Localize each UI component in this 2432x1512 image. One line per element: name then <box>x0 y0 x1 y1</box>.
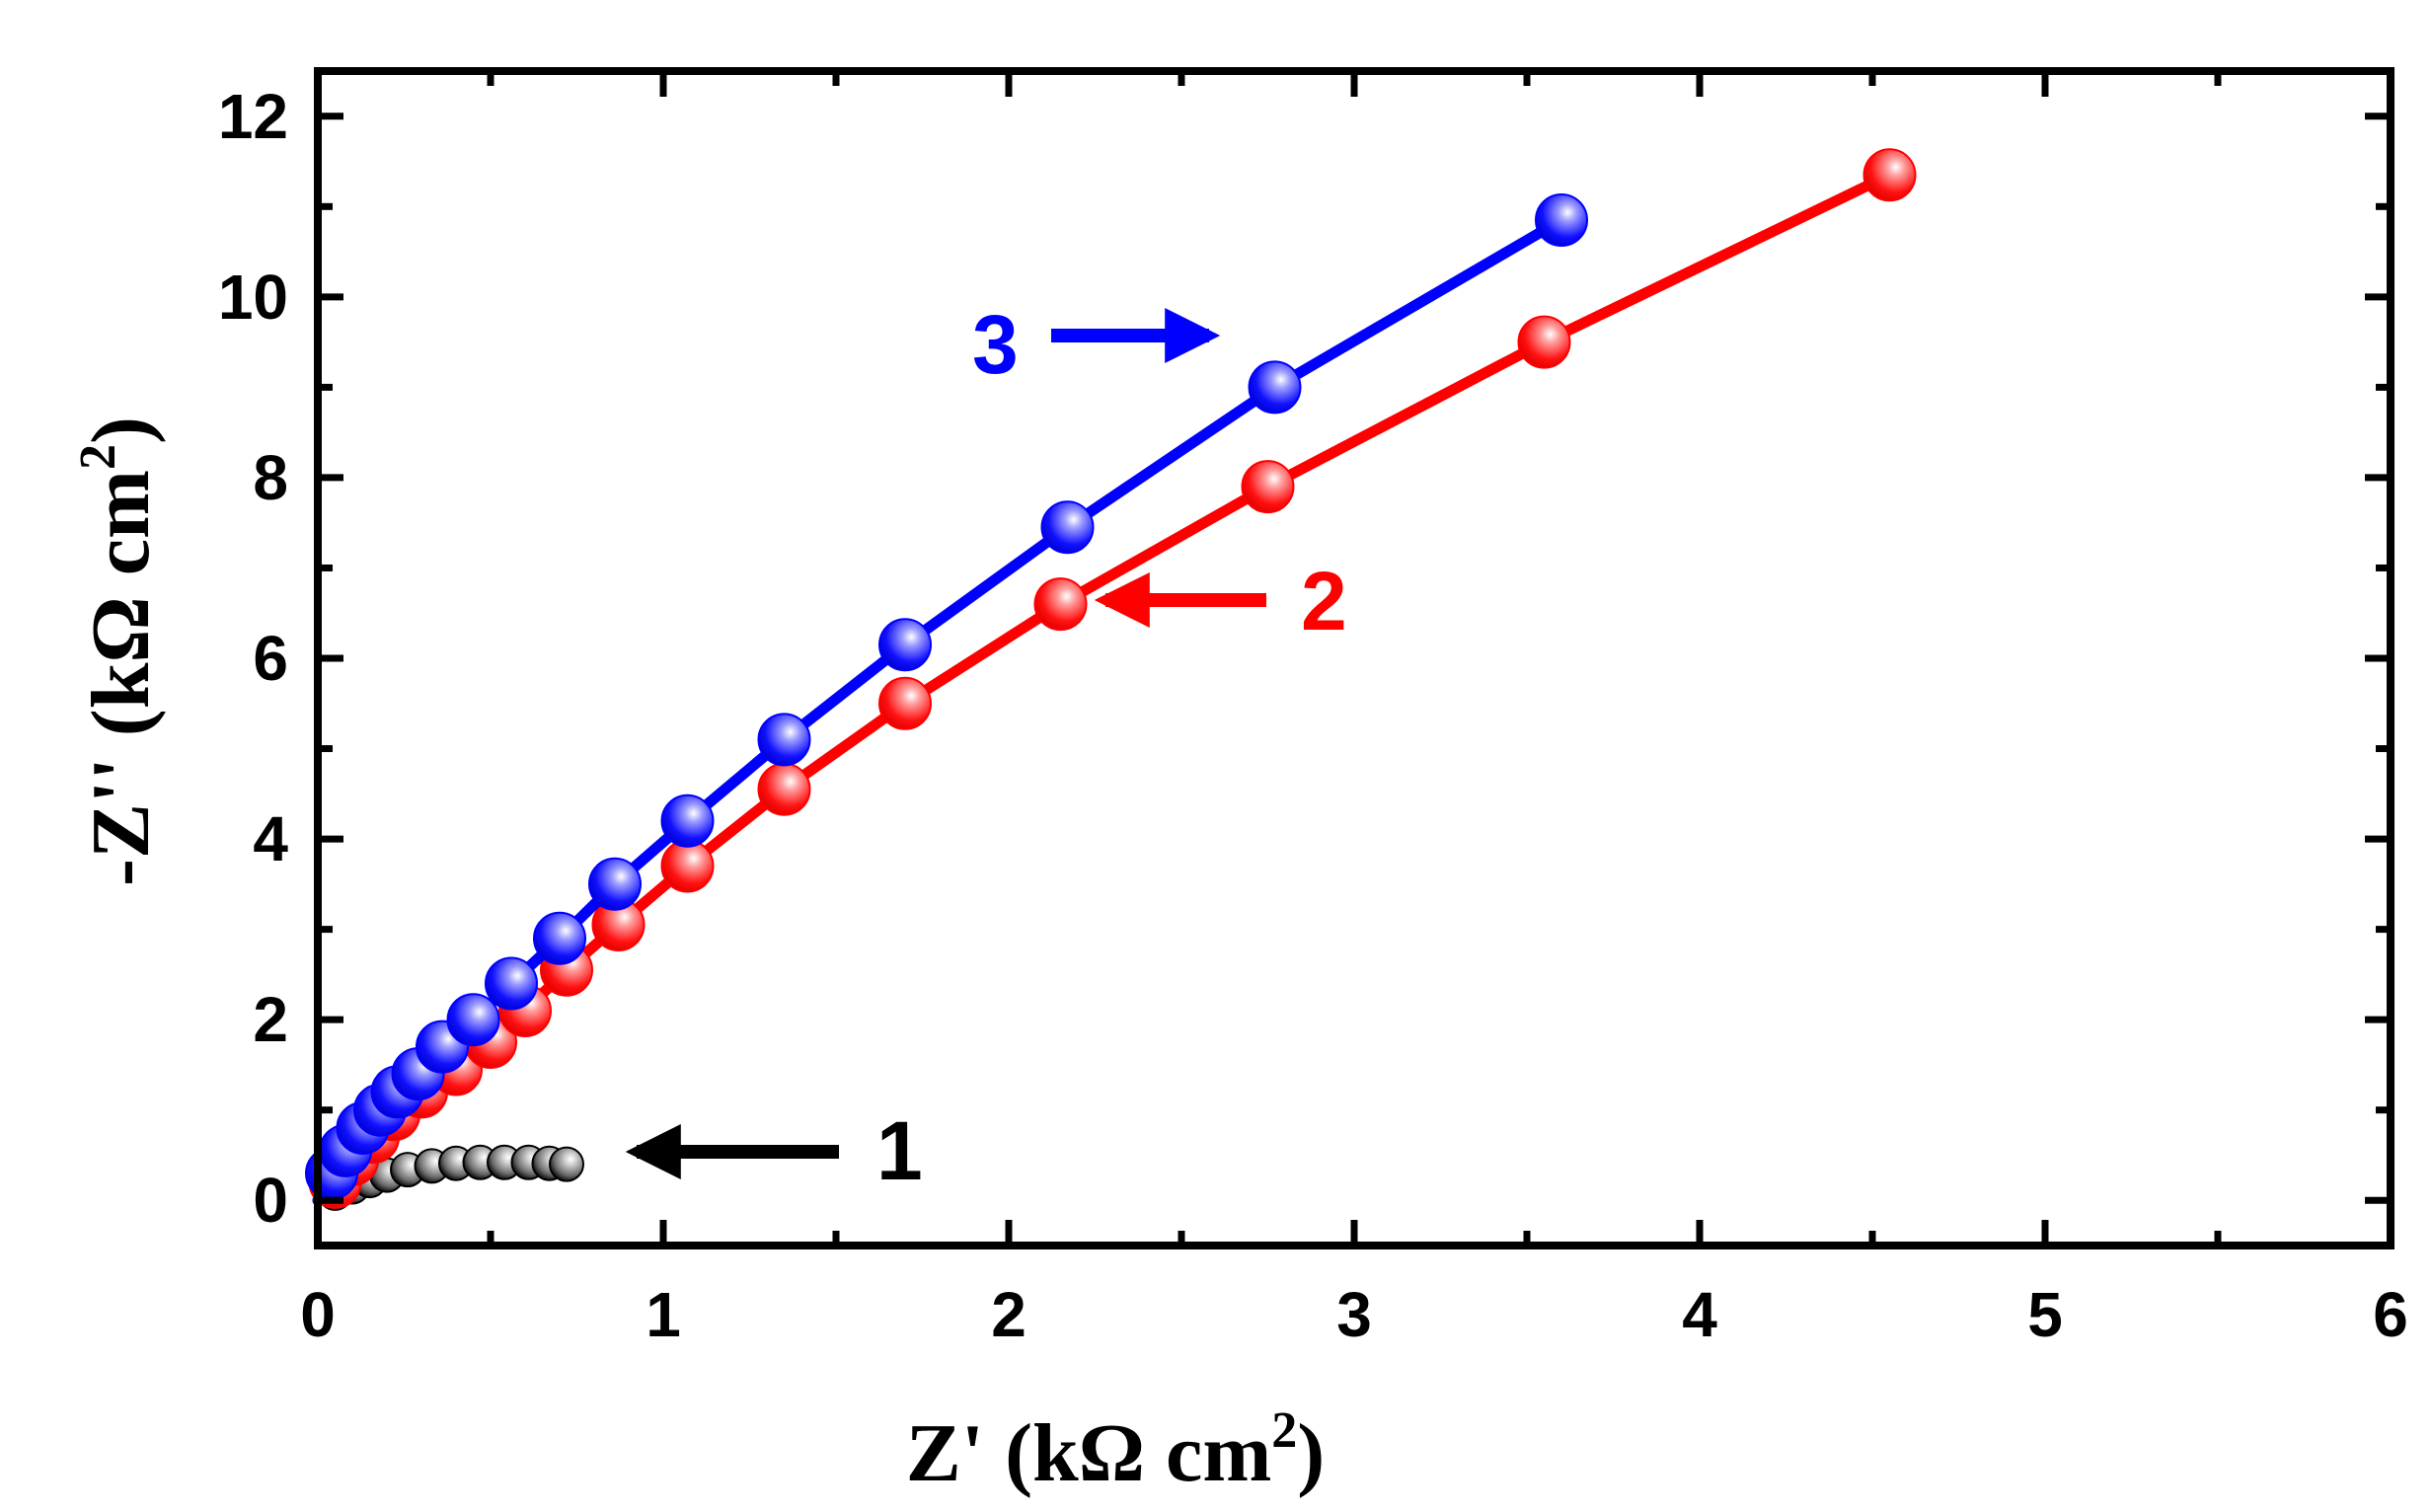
x-tick-label: 5 <box>2027 1279 2063 1350</box>
annotation-series-1: 1 <box>625 1104 923 1197</box>
data-point <box>485 956 538 1011</box>
data-point <box>757 713 811 767</box>
annotation-series-3: 3 <box>972 298 1221 391</box>
data-point <box>1535 193 1588 247</box>
plot-frame <box>314 67 2394 1249</box>
x-tick-label: 6 <box>2373 1279 2408 1350</box>
data-point <box>549 1146 584 1182</box>
x-tick-label: 0 <box>300 1279 336 1350</box>
series-2 <box>308 148 1917 1209</box>
y-tick-label: 0 <box>253 1165 288 1236</box>
annotation-label-3: 3 <box>972 298 1019 391</box>
data-point <box>660 794 715 848</box>
y-tick-label: 4 <box>253 803 288 874</box>
annotation-label-1: 1 <box>876 1104 923 1197</box>
x-tick-label: 2 <box>991 1279 1026 1350</box>
y-tick-label: 6 <box>253 623 288 694</box>
y-tick-label: 8 <box>253 442 288 513</box>
data-point <box>1241 460 1295 514</box>
data-point <box>446 993 500 1047</box>
annotation-label-2: 2 <box>1301 555 1347 647</box>
data-point <box>878 676 932 730</box>
series-layer <box>305 148 1917 1211</box>
x-tick-label: 1 <box>646 1279 681 1350</box>
y-tick-label: 2 <box>253 984 288 1055</box>
data-point <box>878 618 932 672</box>
y-tick-label: 10 <box>218 262 288 333</box>
data-point <box>1040 500 1095 555</box>
annotation-series-2: 2 <box>1094 555 1347 647</box>
x-axis-title: Z' (kΩ cm2) <box>906 1402 1326 1499</box>
data-point <box>588 857 642 911</box>
data-point <box>660 839 715 893</box>
data-point <box>1033 577 1088 632</box>
y-axis-title: -Z'' (kΩ cm2) <box>70 416 167 886</box>
data-point <box>757 762 811 816</box>
y-tick-label: 12 <box>218 81 288 152</box>
data-point <box>533 911 586 965</box>
x-tick-label: 3 <box>1336 1279 1372 1350</box>
x-tick-label: 4 <box>1682 1279 1717 1350</box>
data-point <box>1517 315 1571 369</box>
data-point <box>1862 148 1917 202</box>
data-point <box>1248 360 1302 415</box>
